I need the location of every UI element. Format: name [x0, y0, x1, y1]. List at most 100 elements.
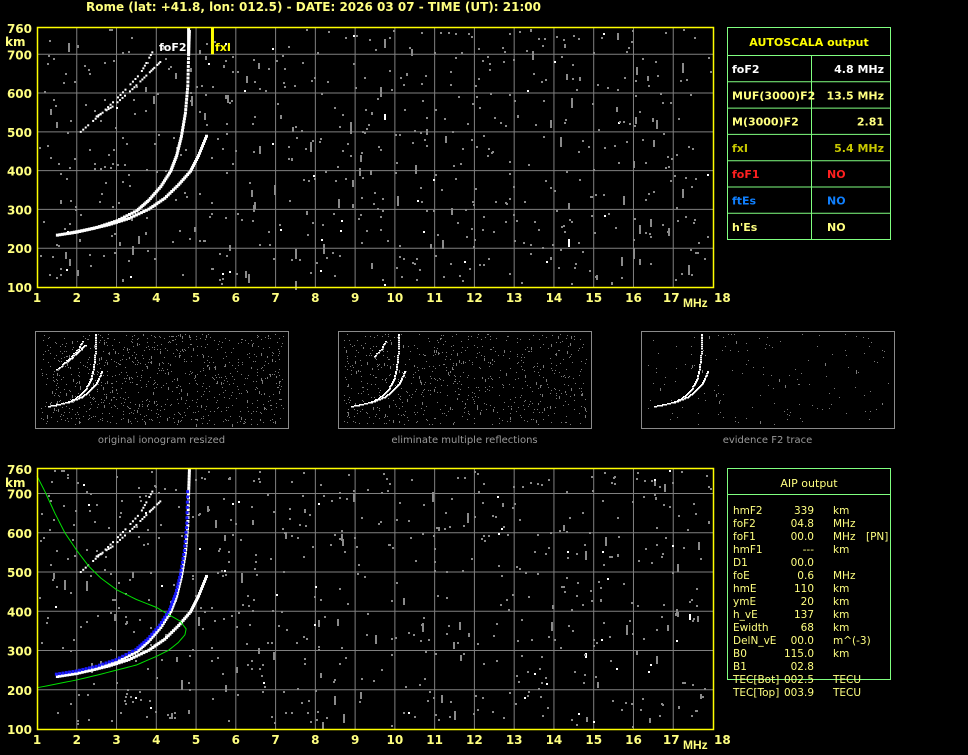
- aip-value: 003.9: [784, 687, 814, 699]
- x-tick-label: 12: [466, 733, 483, 747]
- x-tick-label: 6: [232, 733, 240, 747]
- aip-value: 20: [801, 596, 814, 608]
- aip-row: hmF1 --- km: [733, 544, 849, 556]
- autoscala-value: 5.4 MHz: [834, 142, 884, 155]
- x-tick-label: 8: [311, 291, 319, 305]
- x-tick-label: 9: [351, 291, 359, 305]
- autoscala-row-muf3000f2: MUF(3000)F2 13.5 MHz: [732, 89, 884, 102]
- autoscala-title: AUTOSCALA output: [749, 36, 868, 49]
- x-tick-label: 11: [426, 733, 443, 747]
- aip-row: ymE 20 km: [733, 596, 849, 608]
- thumbnail-1: original ionogram resized: [35, 331, 289, 446]
- aip-unit: km: [833, 544, 849, 556]
- aip-unit: km: [833, 596, 849, 608]
- x-tick-label: 18: [714, 733, 731, 747]
- autoscala-value: 2.81: [857, 116, 884, 129]
- autoscala-label: ftEs: [732, 195, 757, 208]
- aip-unit: km: [833, 648, 849, 660]
- aip-label: foF1: [733, 531, 756, 543]
- x-tick-label: 12: [466, 291, 483, 305]
- fxI-marker: [210, 27, 214, 55]
- x-tick-label: 1: [33, 733, 41, 747]
- aip-row: DelN_vE 00.0 m^(-3): [733, 635, 871, 647]
- aip-label: TEC[Bot]: [732, 674, 779, 686]
- y-tick-label: 300: [7, 203, 32, 217]
- autoscala-label: fxI: [732, 142, 748, 155]
- aip-value: 68: [801, 622, 814, 634]
- aip-row: TEC[Bot] 002.5 TECU: [732, 674, 861, 686]
- aip-value: 137: [794, 609, 814, 621]
- y-tick-label: 600: [7, 527, 32, 541]
- autoscala-row-m3000f2: M(3000)F2 2.81: [732, 116, 884, 129]
- y-tick-label: 200: [7, 684, 32, 698]
- y-tick-label: 760: [7, 463, 32, 477]
- noise-echoes: [39, 470, 712, 730]
- electron-density-profile: [36, 475, 187, 689]
- autoscala-label: MUF(3000)F2: [732, 89, 815, 102]
- aip-row: D1 00.0: [733, 557, 814, 569]
- autoscala-row-fof2: foF2 4.8 MHz: [732, 63, 884, 76]
- x-axis-unit: MHz: [683, 296, 708, 310]
- x-tick-label: 2: [73, 733, 81, 747]
- thumbnail-3: evidence F2 trace: [641, 331, 895, 446]
- autoscala-value: NO: [827, 195, 846, 208]
- aip-row: h_vE 137 km: [733, 609, 849, 621]
- aip-value: 00.0: [791, 531, 814, 543]
- x-tick-label: 10: [387, 733, 404, 747]
- aip-label: B0: [733, 648, 747, 660]
- aip-value: ---: [803, 544, 815, 556]
- aip-label: DelN_vE: [733, 635, 776, 647]
- aip-label: foE: [733, 570, 750, 582]
- x-tick-label: 4: [152, 733, 160, 747]
- x-tick-label: 15: [585, 733, 602, 747]
- aip-label: hmF2: [733, 505, 763, 517]
- x-tick-label: 7: [271, 291, 279, 305]
- aip-unit: km: [833, 583, 849, 595]
- x-tick-label: 3: [112, 733, 120, 747]
- y-tick-label: 200: [7, 242, 32, 256]
- aip-unit: TECU: [832, 687, 861, 699]
- aip-unit: MHz: [833, 570, 856, 582]
- y-tick-label: 600: [7, 87, 32, 101]
- aip-value: 00.0: [791, 635, 814, 647]
- aip-extra: [PN]: [866, 531, 888, 543]
- x-tick-label: 3: [112, 291, 120, 305]
- aip-output-table: AIP output hmF2 339 km foF2 04.8 MHz foF1 00.0 M…: [727, 468, 891, 699]
- x-tick-label: 5: [192, 733, 200, 747]
- x-tick-label: 6: [232, 291, 240, 305]
- y-tick-label: 100: [7, 281, 32, 295]
- x-tick-label: 4: [152, 291, 160, 305]
- aip-row: B1 02.8: [733, 661, 814, 673]
- autoscala-value: 13.5 MHz: [826, 89, 884, 102]
- autoscala-border: [727, 27, 891, 240]
- x-tick-label: 8: [311, 733, 319, 747]
- x-tick-label: 14: [546, 733, 563, 747]
- y-tick-label: 500: [7, 126, 32, 140]
- plot-frame: [36, 26, 715, 289]
- y-tick-label: 400: [7, 165, 32, 179]
- autoscala-row-ftes: ftEs NO: [732, 195, 846, 208]
- aip-label: h_vE: [733, 609, 758, 621]
- autoscala-label: foF2: [732, 63, 760, 76]
- y-tick-label: 700: [7, 48, 32, 62]
- aip-unit: km: [833, 505, 849, 517]
- plot-frame: [36, 467, 715, 731]
- autoscala-row-fxi: fxI 5.4 MHz: [732, 142, 884, 155]
- aip-value: 002.5: [784, 674, 814, 686]
- x-tick-label: 10: [387, 291, 404, 305]
- aip-row: TEC[Top] 003.9 TECU: [732, 687, 861, 699]
- aip-label: TEC[Top]: [732, 687, 779, 699]
- aip-label: ymE: [733, 596, 756, 608]
- y-axis-unit: km: [5, 476, 25, 490]
- aip-label: foF2: [733, 518, 756, 530]
- echo-traces: [55, 469, 208, 679]
- aip-value: 0.6: [797, 570, 814, 582]
- autoscala-value: NO: [827, 221, 846, 234]
- aip-unit: MHz: [833, 531, 856, 543]
- aip-label: hmF1: [733, 544, 763, 556]
- fxI-marker-label: fxI: [215, 41, 231, 54]
- x-tick-label: 18: [714, 291, 731, 305]
- autoscala-output-table: AUTOSCALA output foF2 4.8 MHz MUF(3000)F2 1…: [727, 27, 891, 240]
- aip-label: D1: [733, 557, 748, 569]
